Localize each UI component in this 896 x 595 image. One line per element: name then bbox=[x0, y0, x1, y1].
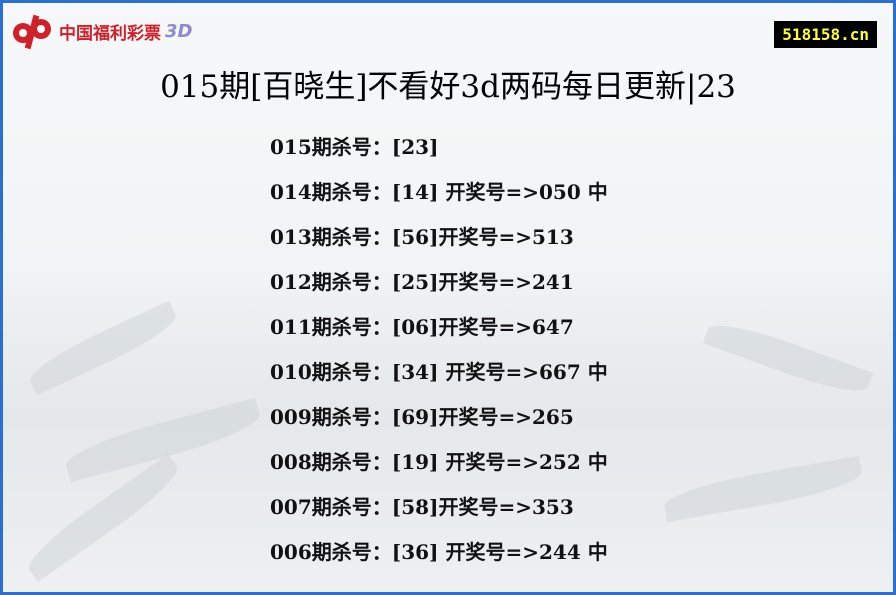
prediction-list: 015期杀号：[23] 014期杀号：[14] 开奖号=>050 中 013期杀… bbox=[270, 131, 608, 581]
bamboo-leaf-decoration bbox=[702, 314, 874, 402]
bamboo-leaf-decoration bbox=[661, 455, 865, 523]
bamboo-leaf-decoration bbox=[24, 300, 182, 396]
welfare-lottery-logo-icon bbox=[13, 14, 51, 50]
list-item: 010期杀号：[34] 开奖号=>667 中 bbox=[270, 360, 608, 384]
lottery-logo: 中国福利彩票 3D bbox=[11, 11, 192, 51]
list-item: 015期杀号：[23] bbox=[270, 135, 439, 159]
site-badge: 518158.cn bbox=[774, 21, 877, 48]
page-title: 015期[百晓生]不看好3d两码每日更新|23 bbox=[160, 69, 736, 105]
logo-text: 中国福利彩票 bbox=[59, 23, 161, 44]
list-item: 008期杀号：[19] 开奖号=>252 中 bbox=[270, 450, 608, 474]
list-item: 011期杀号：[06]开奖号=>647 bbox=[270, 315, 574, 339]
logo-3d: 3D bbox=[165, 20, 193, 42]
list-item: 014期杀号：[14] 开奖号=>050 中 bbox=[270, 180, 608, 204]
list-item: 013期杀号：[56]开奖号=>513 bbox=[270, 225, 574, 249]
list-item: 009期杀号：[69]开奖号=>265 bbox=[270, 405, 574, 429]
list-item: 012期杀号：[25]开奖号=>241 bbox=[270, 270, 574, 294]
list-item: 007期杀号：[58]开奖号=>353 bbox=[270, 495, 574, 519]
list-item: 006期杀号：[36] 开奖号=>244 中 bbox=[270, 540, 608, 564]
